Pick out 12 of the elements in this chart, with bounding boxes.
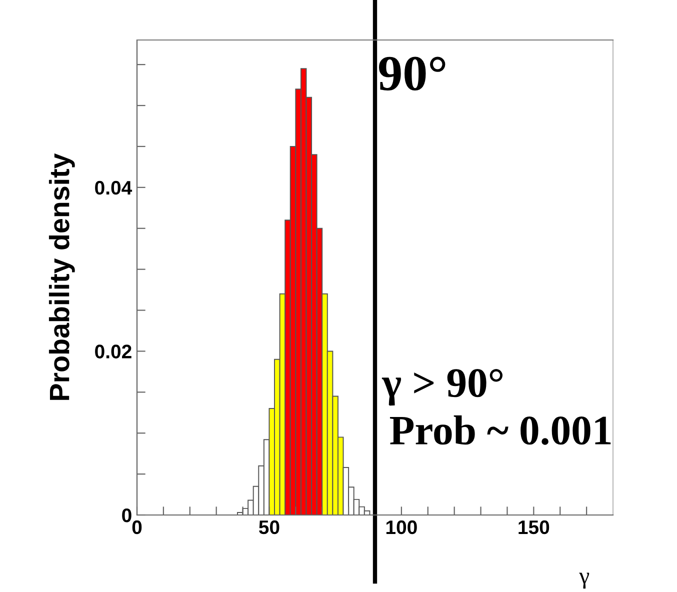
x-tick-label: 150 bbox=[518, 520, 550, 534]
x-axis-title: γ bbox=[579, 572, 590, 589]
annotation: γ > 90° bbox=[382, 369, 502, 406]
x-tick-label: 100 bbox=[386, 520, 417, 534]
y-axis-title: Probability density bbox=[48, 153, 75, 400]
y-tick-label: 0 bbox=[122, 508, 132, 522]
x-tick-label: 0 bbox=[132, 520, 142, 534]
annotation: Prob ~ 0.001 bbox=[390, 415, 611, 445]
y-tick-label: 0.04 bbox=[95, 180, 132, 195]
ref-line-label: 90° bbox=[379, 56, 446, 91]
x-tick-label: 50 bbox=[259, 520, 280, 534]
y-tick-label: 0.02 bbox=[95, 344, 132, 358]
